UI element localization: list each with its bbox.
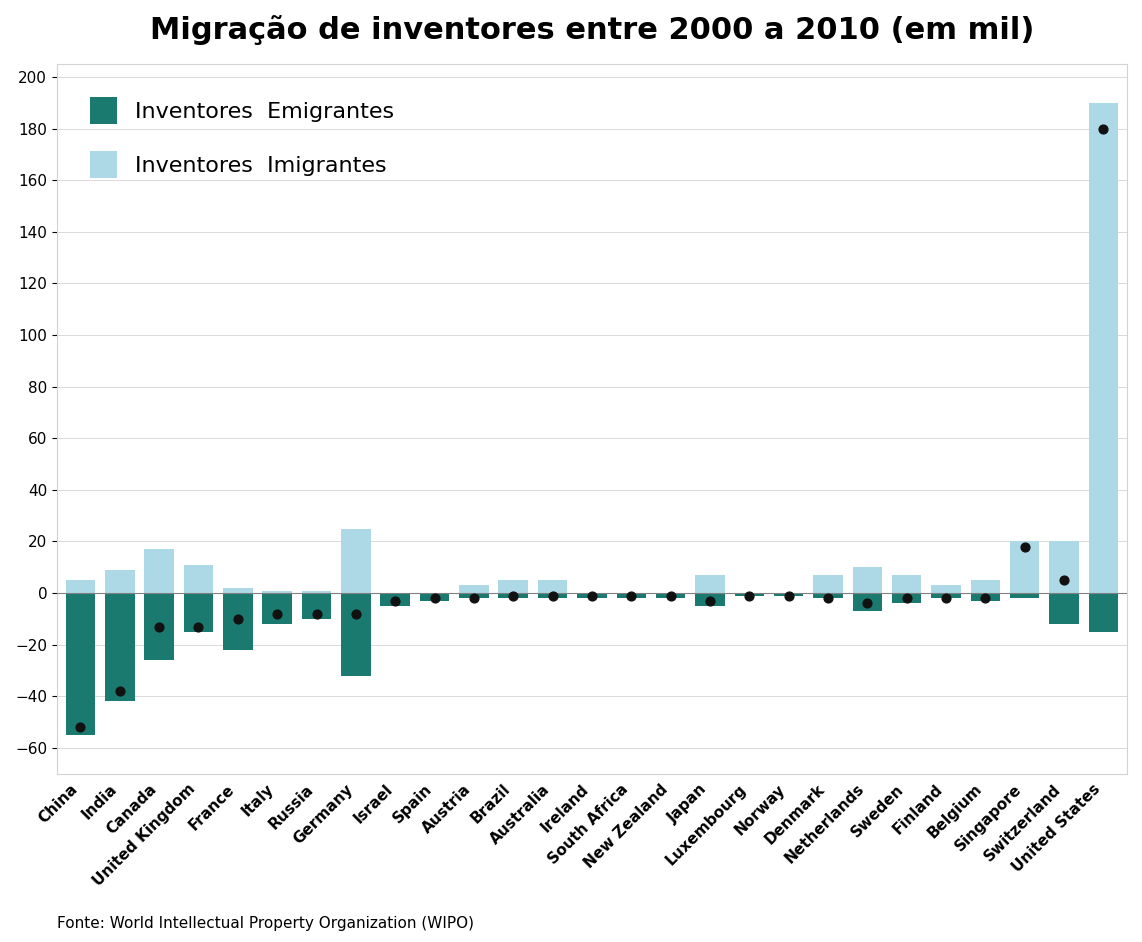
Point <box>1055 573 1073 588</box>
Bar <box>577 593 606 598</box>
Text: Fonte: World Intellectual Property Organization (WIPO): Fonte: World Intellectual Property Organ… <box>57 916 474 931</box>
Bar <box>538 580 568 593</box>
Bar <box>301 591 331 593</box>
Point <box>426 591 444 606</box>
Point <box>347 607 365 622</box>
Bar <box>301 593 331 619</box>
Bar <box>420 593 449 601</box>
Bar <box>931 593 960 598</box>
Bar <box>66 593 95 735</box>
Bar <box>144 593 174 660</box>
Bar <box>971 580 1000 593</box>
Bar <box>184 564 214 593</box>
Bar <box>144 549 174 593</box>
Point <box>622 588 641 603</box>
Bar <box>1010 542 1039 593</box>
Point <box>976 591 995 606</box>
Bar <box>1049 542 1079 593</box>
Point <box>701 593 719 609</box>
Point <box>544 588 562 603</box>
Title: Migração de inventores entre 2000 a 2010 (em mil): Migração de inventores entre 2000 a 2010… <box>150 15 1035 45</box>
Bar <box>813 575 843 593</box>
Point <box>936 591 955 606</box>
Bar <box>223 588 252 593</box>
Bar <box>263 593 292 624</box>
Point <box>504 588 522 603</box>
Point <box>740 588 758 603</box>
Bar <box>341 593 371 675</box>
Bar <box>931 585 960 593</box>
Bar <box>66 580 95 593</box>
Bar <box>105 593 135 702</box>
Bar <box>853 567 882 593</box>
Bar <box>223 593 252 650</box>
Bar <box>971 593 1000 601</box>
Bar <box>459 585 489 593</box>
Bar <box>498 593 528 598</box>
Point <box>661 588 679 603</box>
Point <box>898 591 916 606</box>
Bar <box>813 593 843 598</box>
Bar <box>341 528 371 593</box>
Bar <box>459 593 489 598</box>
Bar <box>1088 103 1118 593</box>
Bar <box>105 570 135 593</box>
Point <box>819 591 837 606</box>
Bar <box>538 593 568 598</box>
Point <box>190 619 208 634</box>
Point <box>1094 121 1112 136</box>
Bar <box>734 593 764 595</box>
Point <box>465 591 483 606</box>
Bar <box>853 593 882 611</box>
Bar <box>380 593 410 606</box>
Bar <box>1088 593 1118 632</box>
Point <box>150 619 168 634</box>
Point <box>228 611 247 626</box>
Bar <box>892 593 922 604</box>
Bar <box>656 593 685 598</box>
Bar <box>695 593 725 606</box>
Bar <box>774 593 803 595</box>
Bar <box>695 575 725 593</box>
Point <box>71 720 89 735</box>
Bar <box>498 580 528 593</box>
Bar <box>184 593 214 632</box>
Bar <box>1049 593 1079 624</box>
Point <box>582 588 601 603</box>
Legend: Inventores  Emigrantes, Inventores  Imigrantes: Inventores Emigrantes, Inventores Imigra… <box>69 75 416 201</box>
Bar <box>617 593 646 598</box>
Point <box>268 607 287 622</box>
Bar <box>892 575 922 593</box>
Bar <box>263 591 292 593</box>
Point <box>111 684 129 699</box>
Point <box>1015 539 1034 554</box>
Point <box>307 607 325 622</box>
Bar <box>1010 593 1039 598</box>
Point <box>780 588 798 603</box>
Point <box>386 593 404 609</box>
Point <box>858 596 876 611</box>
